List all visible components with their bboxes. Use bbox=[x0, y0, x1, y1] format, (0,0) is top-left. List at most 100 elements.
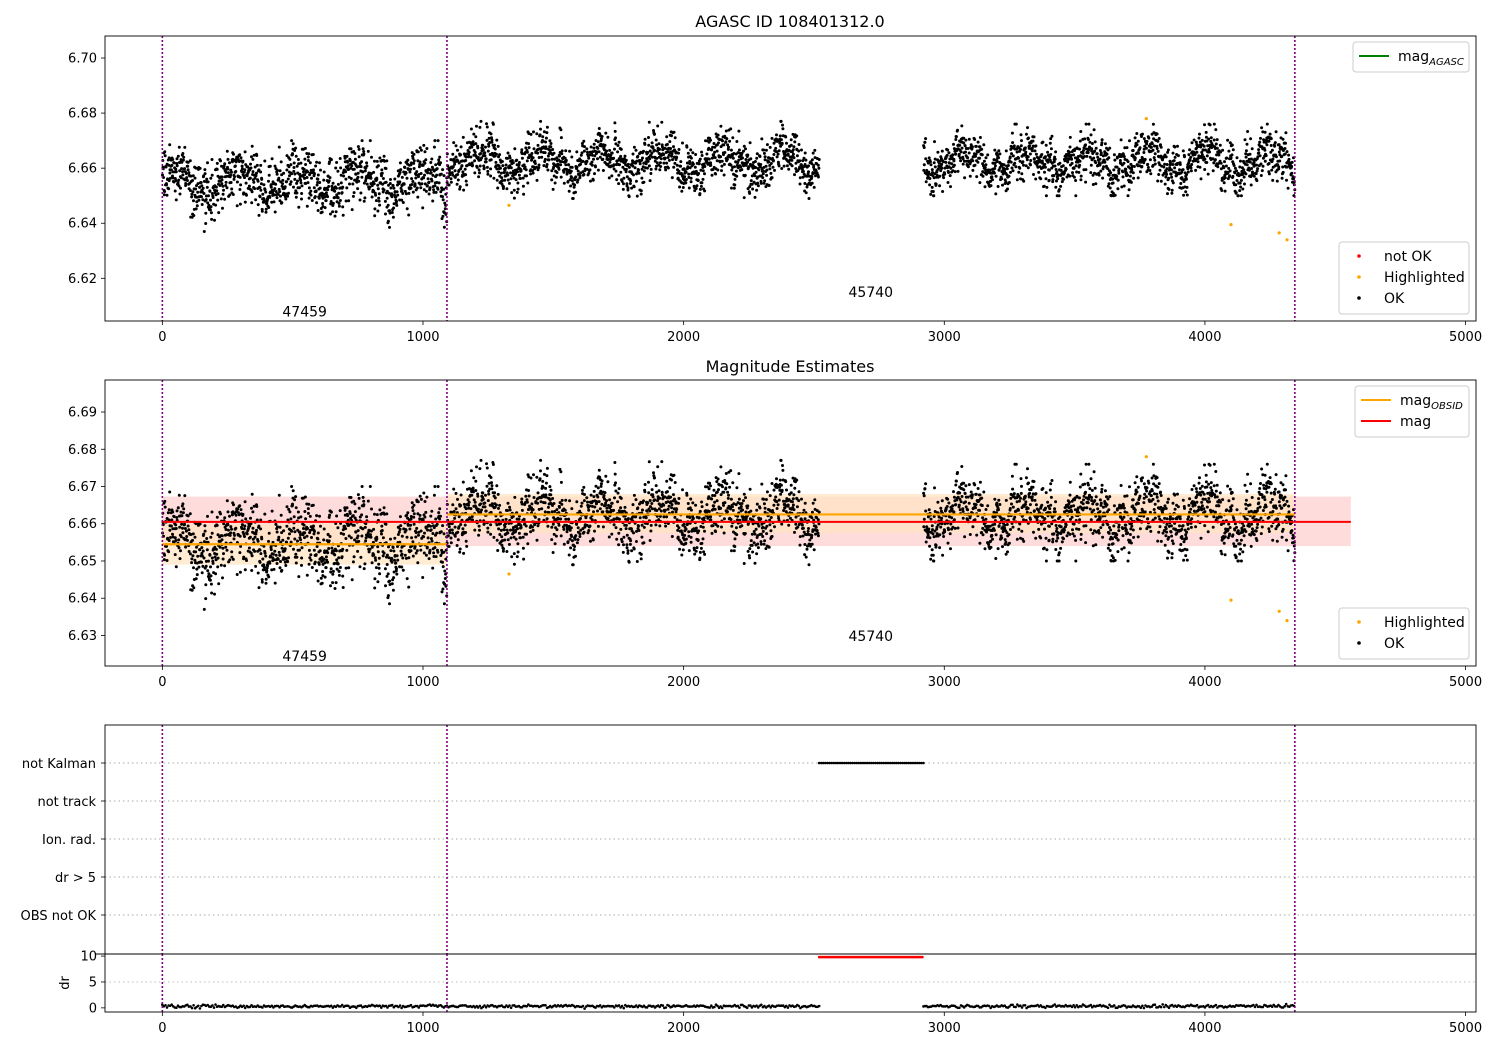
agasc-ok-point bbox=[1211, 169, 1215, 173]
agasc-ok-point bbox=[422, 176, 426, 180]
agasc-ok-point bbox=[1029, 163, 1032, 167]
estimate-ok-point bbox=[297, 575, 301, 579]
agasc-ok-point bbox=[225, 149, 229, 153]
agasc-ok-point bbox=[395, 199, 398, 203]
agasc-ok-point bbox=[1152, 144, 1156, 148]
agasc-ok-point bbox=[285, 168, 289, 172]
agasc-ok-point bbox=[1017, 156, 1020, 160]
estimate-ok-point bbox=[481, 491, 485, 495]
agasc-ok-point bbox=[1095, 152, 1099, 156]
agasc-ok-point bbox=[675, 156, 679, 160]
agasc-ok-point bbox=[1028, 152, 1032, 156]
agasc-ok-point bbox=[687, 172, 691, 176]
agasc-ok-point bbox=[386, 203, 390, 207]
agasc-ok-point bbox=[1122, 155, 1126, 159]
estimate-ok-point bbox=[329, 584, 332, 588]
agasc-ok-point bbox=[545, 131, 549, 135]
estimate-ok-point bbox=[361, 495, 365, 499]
agasc-ok-point bbox=[376, 183, 380, 187]
agasc-ok-point bbox=[983, 166, 987, 170]
agasc-ok-point bbox=[224, 184, 228, 187]
agasc-ok-point bbox=[612, 167, 616, 171]
agasc-ok-point bbox=[1107, 156, 1111, 160]
estimate-ok-point bbox=[172, 515, 176, 519]
estimate-ok-point bbox=[168, 490, 172, 494]
estimate-ok-point bbox=[399, 524, 403, 528]
agasc-ok-point bbox=[590, 163, 594, 167]
agasc-ok-point bbox=[686, 165, 690, 169]
agasc-ok-point bbox=[973, 163, 977, 167]
agasc-ok-point bbox=[324, 191, 328, 195]
agasc-ok-point bbox=[560, 160, 564, 164]
agasc-ok-point bbox=[559, 163, 563, 167]
agasc-ok-point bbox=[334, 186, 338, 190]
agasc-ok-point bbox=[495, 178, 499, 182]
agasc-ok-point bbox=[575, 150, 579, 154]
estimate-ok-point bbox=[214, 572, 218, 576]
estimate-ok-point bbox=[416, 500, 420, 504]
agasc-ok-point bbox=[550, 157, 554, 161]
agasc-ok-point bbox=[348, 159, 352, 163]
agasc-ok-point bbox=[251, 157, 255, 161]
estimate-ok-point bbox=[388, 602, 391, 606]
agasc-ok-point bbox=[1178, 163, 1182, 166]
agasc-ok-point bbox=[509, 171, 512, 175]
estimate-ok-point bbox=[459, 493, 463, 497]
agasc-ok-point bbox=[1053, 157, 1057, 161]
agasc-ok-point bbox=[1203, 157, 1207, 161]
estimate-ok-point bbox=[351, 514, 355, 518]
agasc-ok-point bbox=[182, 155, 186, 159]
agasc-ok-point bbox=[432, 190, 436, 194]
agasc-ok-point bbox=[164, 165, 168, 169]
agasc-ok-point bbox=[789, 138, 793, 142]
agasc-ok-point bbox=[722, 173, 726, 177]
agasc-ok-point bbox=[624, 158, 628, 162]
agasc-ok-point bbox=[763, 158, 767, 162]
agasc-ok-point bbox=[201, 198, 205, 202]
agasc-ok-point bbox=[801, 159, 805, 163]
agasc-ok-point bbox=[645, 166, 649, 170]
estimate-ok-point bbox=[337, 573, 341, 577]
estimate-ok-point bbox=[280, 546, 284, 550]
estimate-ok-point bbox=[484, 493, 487, 497]
agasc-ok-point bbox=[326, 195, 330, 199]
agasc-ok-point bbox=[219, 197, 223, 201]
agasc-ok-point bbox=[1092, 156, 1096, 160]
agasc-ok-point bbox=[963, 144, 967, 148]
estimate-ok-point bbox=[275, 562, 279, 565]
agasc-ok-point bbox=[1078, 159, 1082, 163]
agasc-ok-point bbox=[953, 170, 957, 174]
agasc-ok-point bbox=[1179, 182, 1183, 185]
agasc-ok-point bbox=[239, 156, 243, 160]
agasc-ok-point bbox=[327, 185, 331, 188]
estimate-ok-point bbox=[323, 575, 327, 579]
agasc-ok-point bbox=[546, 154, 550, 158]
agasc-ok-point bbox=[525, 174, 528, 178]
agasc-ok-point bbox=[1155, 132, 1159, 136]
estimate-ok-point bbox=[456, 530, 460, 534]
agasc-ok-point bbox=[1287, 157, 1291, 161]
estimate-ok-point bbox=[390, 560, 394, 564]
agasc-ok-point bbox=[1234, 191, 1238, 195]
agasc-ok-point bbox=[478, 171, 481, 175]
agasc-ok-point bbox=[334, 210, 338, 214]
agasc-ok-point bbox=[189, 174, 193, 178]
agasc-ok-point bbox=[653, 149, 657, 152]
agasc-ok-point bbox=[238, 202, 242, 206]
agasc-ok-point bbox=[1094, 146, 1098, 150]
agasc-ok-point bbox=[617, 140, 621, 144]
agasc-ok-point bbox=[1219, 161, 1223, 165]
agasc-ok-point bbox=[793, 173, 796, 177]
agasc-ok-point bbox=[215, 161, 219, 165]
agasc-ok-point bbox=[302, 170, 305, 174]
agasc-ok-point bbox=[522, 192, 526, 196]
estimate-ok-point bbox=[418, 513, 422, 517]
estimate-ok-point bbox=[225, 548, 229, 552]
agasc-ok-point bbox=[238, 175, 242, 179]
agasc-ok-point bbox=[1228, 174, 1232, 178]
agasc-ok-point bbox=[273, 187, 277, 191]
agasc-ok-point bbox=[769, 162, 773, 165]
agasc-ok-point bbox=[536, 143, 540, 147]
agasc-ok-point bbox=[1257, 151, 1261, 155]
agasc-ok-point bbox=[1259, 136, 1262, 140]
